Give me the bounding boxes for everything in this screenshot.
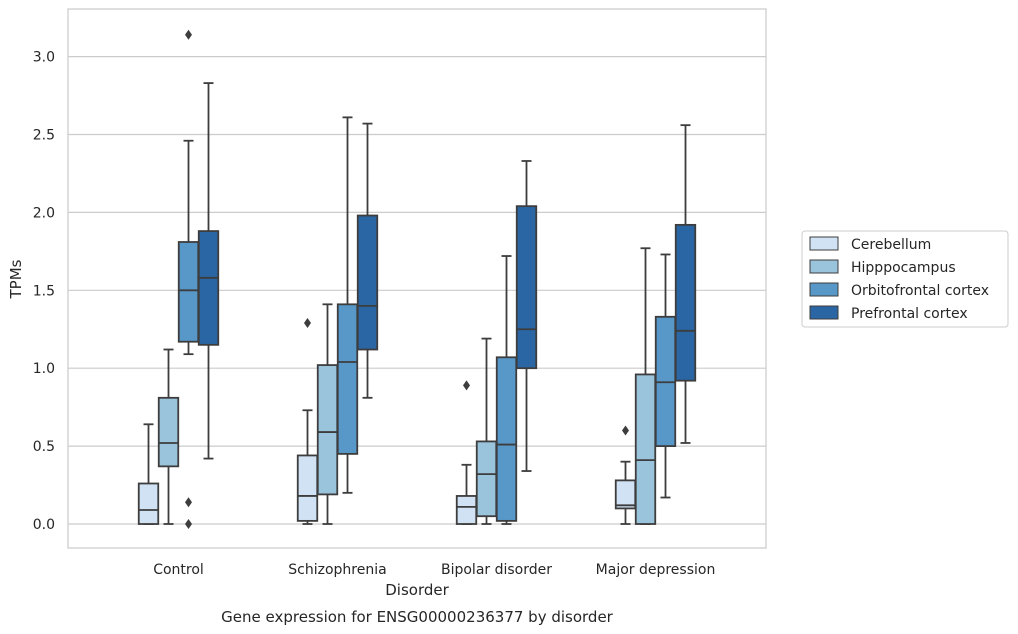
box-iqr [614,479,637,510]
legend-entry-label: Orbitofrontal cortex [851,283,989,299]
x-tick-label: Bipolar disorder [441,562,552,578]
x-axis-label: Disorder [385,581,449,599]
box-0-3 [197,82,220,460]
box-plots [137,29,697,529]
box-iqr [455,495,478,525]
outlier-point [304,318,311,329]
box-2-1 [475,337,498,525]
box-0-2 [177,29,200,529]
box-1-2 [336,116,359,494]
box-0-0 [137,423,160,525]
box-iqr [336,303,359,455]
box-iqr [296,454,319,522]
box-iqr [197,230,220,346]
box-3-2 [654,253,677,499]
legend-frame [801,230,1009,328]
y-tick-label: 1.0 [33,361,55,377]
outlier-point [185,519,192,529]
box-3-1 [634,247,657,525]
box-2-0 [455,380,478,525]
legend-entry-label: Hipppocampus [851,260,956,276]
plot-frame [67,8,767,549]
outlier-point [463,380,470,391]
legend-swatch [809,259,839,274]
legend-swatch [809,236,839,251]
box-iqr [137,482,160,525]
box-iqr [495,356,518,522]
box-iqr [674,223,697,382]
box-3-3 [674,124,697,444]
y-tick-label: 2.5 [33,128,55,144]
box-1-1 [316,303,339,525]
outlier-point [185,29,192,40]
y-tick-label: 1.5 [33,283,55,299]
box-3-0 [614,425,637,525]
box-iqr [634,373,657,525]
y-tick-label: 2.0 [33,205,55,221]
y-tick-label: 3.0 [33,50,55,66]
outlier-point [185,497,192,508]
x-tick-label: Major depression [596,562,716,578]
box-iqr [157,396,180,468]
legend-swatch [809,305,839,320]
box-0-1 [157,348,180,525]
chart-caption: Gene expression for ENSG00000236377 by d… [221,608,614,626]
box-iqr [316,364,339,496]
box-2-3 [515,160,538,472]
legend-entry-label: Prefrontal cortex [851,306,968,322]
x-tick-label: Schizophrenia [288,562,386,578]
legend-swatch [809,282,839,297]
box-iqr [177,241,200,343]
box-1-0 [296,318,319,525]
box-2-2 [495,255,518,525]
y-tick-labels: 0.0 0.5 1.0 1.5 2.0 2.5 3.0 [33,50,55,533]
legend-entry-label: Cerebellum [851,237,931,253]
box-iqr [475,440,498,518]
y-tick-label: 0.5 [33,439,55,455]
box-1-3 [356,122,379,399]
y-axis-label: TPMs [7,259,25,299]
outlier-point [622,425,629,436]
x-tick-label: Control [153,562,204,578]
x-tick-labels: Control Schizophrenia Bipolar disorder Majo… [153,562,715,578]
legend: Cerebellum Hipppocampus Orbitofrontal cort… [801,230,1009,328]
box-iqr [515,205,538,370]
y-tick-label: 0.0 [33,517,55,533]
box-iqr [356,214,379,351]
